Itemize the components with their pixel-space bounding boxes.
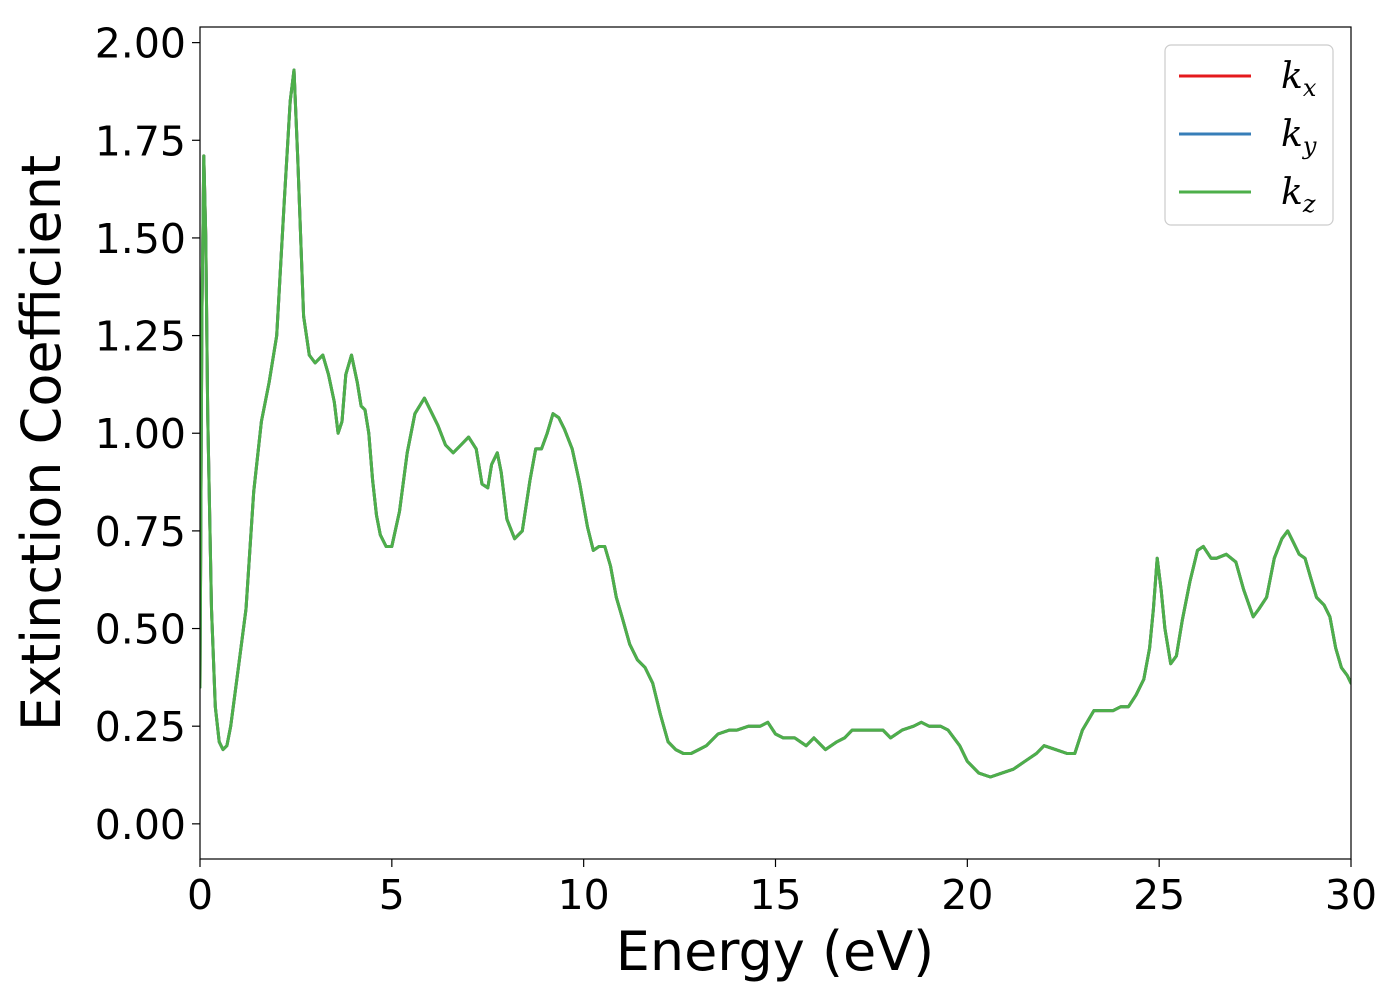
- y-tick-label: 1.50: [95, 215, 186, 263]
- x-tick-label: 30: [1325, 871, 1377, 919]
- y-tick-label: 1.00: [95, 410, 186, 458]
- y-axis-ticks: 0.00 0.25 0.50 0.75 1.00 1.25 1.50 1.75 2.00: [95, 20, 200, 849]
- x-tick-label: 25: [1133, 871, 1185, 919]
- y-tick-label: 0.25: [95, 703, 186, 751]
- y-tick-label: 1.25: [95, 313, 186, 361]
- x-tick-label: 10: [558, 871, 610, 919]
- x-axis-label: Energy (eV): [616, 920, 935, 983]
- x-tick-label: 0: [187, 871, 213, 919]
- legend-label-z: kz: [1281, 172, 1316, 218]
- x-axis-ticks: 0 5 10 15 20 25 30: [187, 859, 1377, 919]
- y-tick-label: 2.00: [95, 20, 186, 68]
- legend-label-x: kx: [1281, 56, 1317, 102]
- x-tick-label: 5: [379, 871, 405, 919]
- y-tick-label: 0.00: [95, 801, 186, 849]
- y-tick-label: 1.75: [95, 117, 186, 165]
- series-layer: [200, 68, 1351, 779]
- x-tick-label: 20: [941, 871, 993, 919]
- y-tick-label: 0.50: [95, 606, 186, 654]
- x-tick-label: 15: [749, 871, 801, 919]
- series-line-z: [200, 68, 1351, 779]
- legend: kx ky kz: [1164, 44, 1334, 226]
- legend-label-y: ky: [1281, 114, 1317, 160]
- y-axis-label: Extinction Coefficient: [10, 155, 73, 731]
- y-tick-label: 0.75: [95, 508, 186, 556]
